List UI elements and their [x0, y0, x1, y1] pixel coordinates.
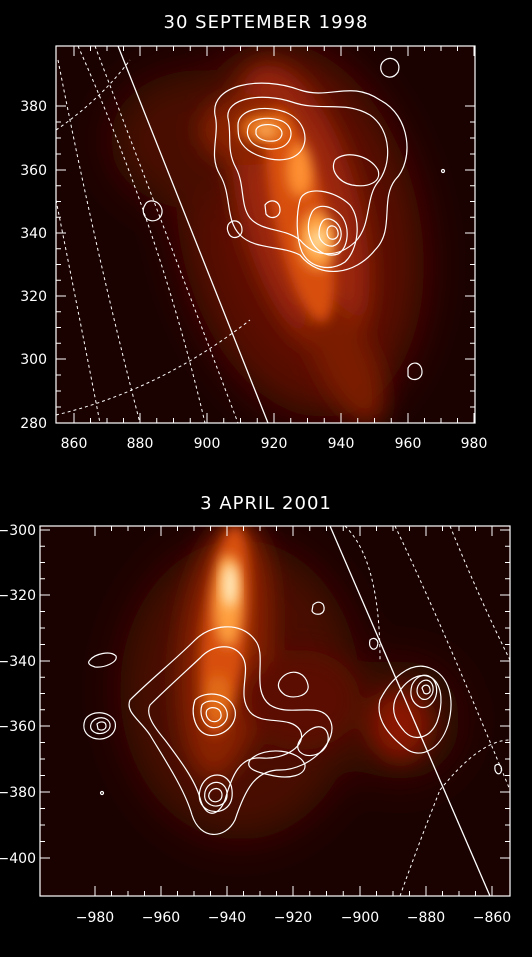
panel-1-frame — [55, 45, 476, 424]
y-tick-label: −300 — [0, 523, 36, 539]
x-tick-label: 880 — [127, 436, 154, 452]
panel-1-x-tick-labels: 860 880 900 920 940 960 980 — [61, 436, 488, 452]
y-tick-label: −340 — [0, 654, 36, 670]
x-tick-label: −980 — [76, 910, 114, 926]
panel-2-frame — [39, 525, 511, 897]
panel-1-y-tick-labels: 380 360 340 320 300 280 — [20, 99, 47, 432]
y-tick-label: −380 — [0, 785, 36, 801]
y-tick-label: 360 — [20, 163, 47, 179]
y-tick-label: 380 — [20, 99, 47, 115]
panel-2-title: 3 APRIL 2001 — [200, 493, 332, 514]
x-tick-label: 980 — [461, 436, 488, 452]
panel-1-title: 30 SEPTEMBER 1998 — [163, 12, 369, 33]
x-tick-label: 920 — [261, 436, 288, 452]
y-tick-label: −320 — [0, 588, 36, 604]
x-tick-label: −940 — [208, 910, 246, 926]
x-tick-label: −880 — [407, 910, 445, 926]
x-tick-label: −960 — [142, 910, 180, 926]
panel-2-contours — [83, 601, 503, 835]
y-tick-label: 340 — [20, 226, 47, 242]
panel-1-emission-image — [56, 46, 475, 423]
x-tick-label: −920 — [274, 910, 312, 926]
x-tick-label: −900 — [341, 910, 379, 926]
y-tick-label: 280 — [20, 416, 47, 432]
panel-1-contours — [142, 57, 446, 381]
x-tick-label: −860 — [473, 910, 511, 926]
x-tick-label: 900 — [194, 436, 221, 452]
x-tick-label: 960 — [395, 436, 422, 452]
x-tick-label: 940 — [328, 436, 355, 452]
panel-2-emission-image — [40, 526, 510, 896]
y-tick-label: −360 — [0, 719, 36, 735]
panel-2-x-tick-labels: −980 −960 −940 −920 −900 −880 −860 — [76, 910, 511, 926]
y-tick-label: 320 — [20, 289, 47, 305]
y-tick-label: 300 — [20, 352, 47, 368]
panel-2-y-tick-labels: −300 −320 −340 −360 −380 −400 — [0, 523, 36, 867]
y-tick-label: −400 — [0, 851, 36, 867]
x-tick-label: 860 — [61, 436, 88, 452]
